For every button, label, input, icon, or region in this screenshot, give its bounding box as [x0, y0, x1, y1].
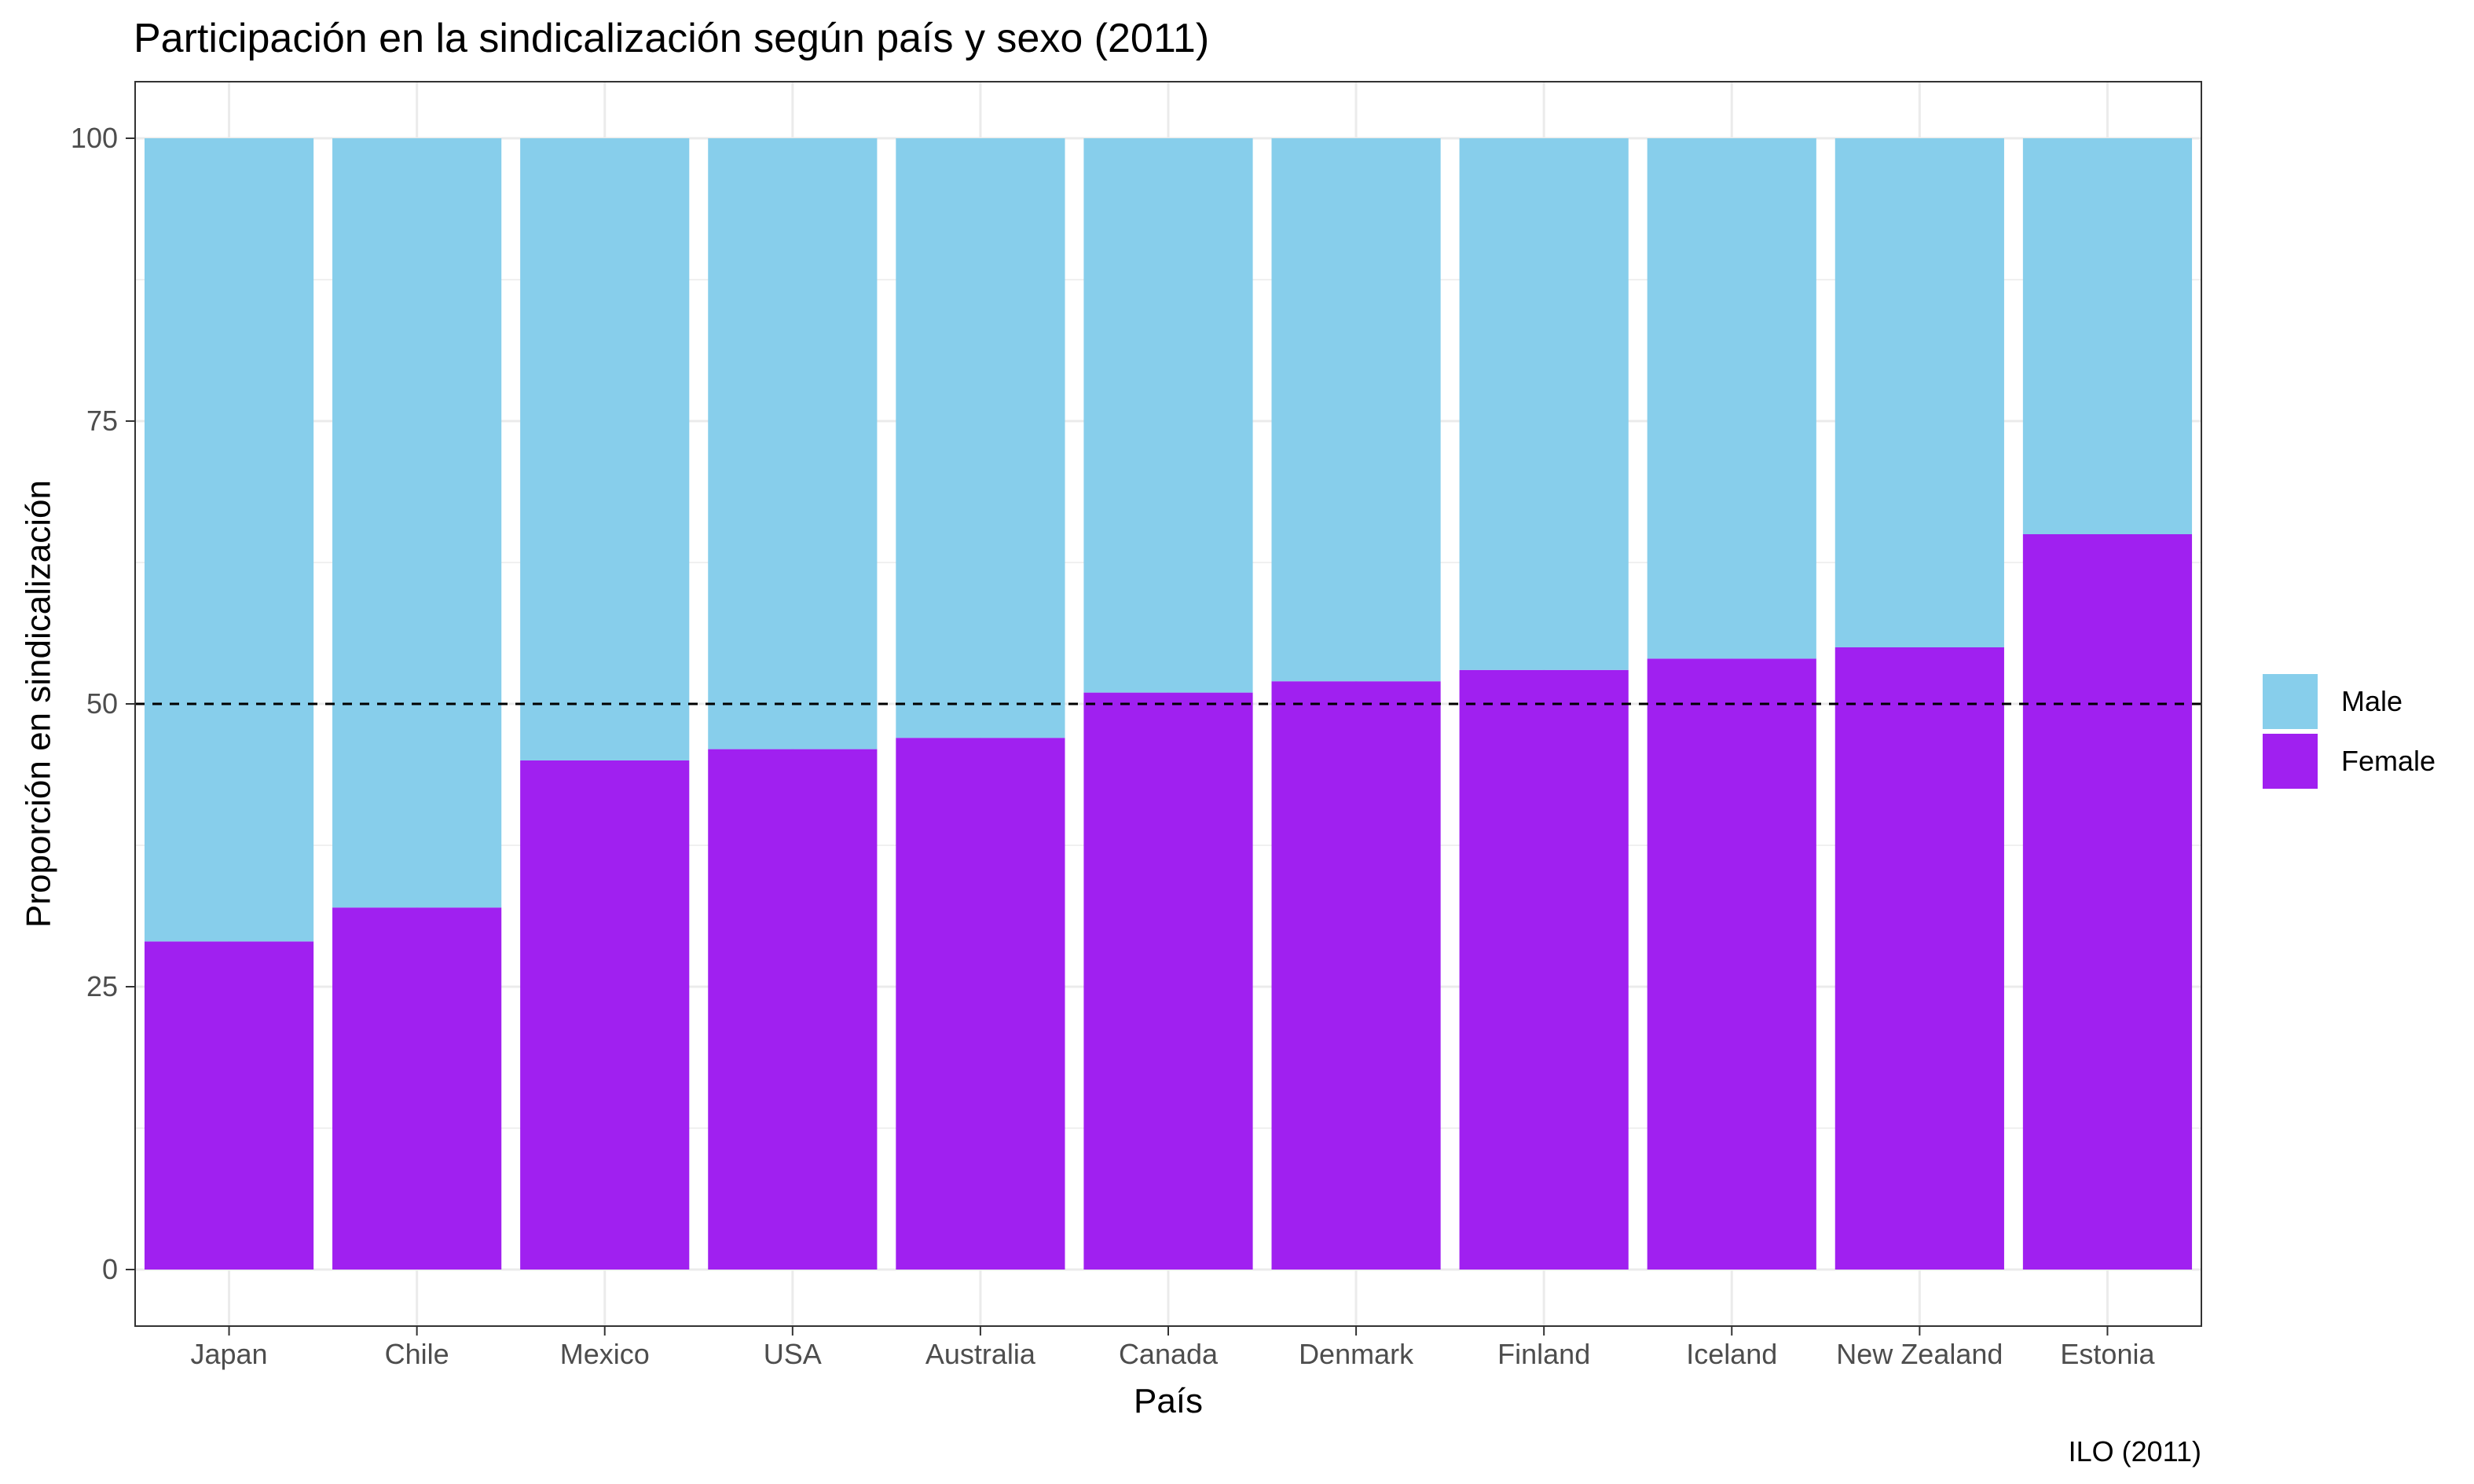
x-tick-label: New Zealand — [1836, 1338, 2003, 1370]
x-tick-label: Estonia — [2060, 1338, 2155, 1370]
bar-male-usa — [708, 138, 878, 749]
bar-female-australia — [896, 738, 1065, 1270]
x-axis: Japan Chile Mexico USA Australia Canada Denmar… — [190, 1326, 2155, 1370]
bar-female-denmark — [1271, 681, 1441, 1270]
x-tick-label: Australia — [925, 1338, 1036, 1370]
y-tick-label: 25 — [86, 970, 118, 1002]
bar-male-new-zealand — [1834, 138, 2004, 647]
y-tick-label: 50 — [86, 687, 118, 720]
bar-male-chile — [332, 138, 502, 908]
bar-female-japan — [144, 941, 314, 1270]
bar-female-usa — [708, 749, 878, 1270]
y-axis-title: Proporción en sindicalización — [20, 480, 58, 928]
x-tick-label: Canada — [1119, 1338, 1219, 1370]
x-tick-label: Japan — [190, 1338, 267, 1370]
y-tick-label: 0 — [102, 1253, 118, 1285]
bar-female-mexico — [520, 760, 690, 1270]
bar-female-iceland — [1647, 658, 1816, 1270]
legend-key-female — [2263, 734, 2318, 789]
y-tick-label: 75 — [86, 405, 118, 437]
bar-male-australia — [896, 138, 1065, 738]
y-tick-label: 100 — [71, 122, 118, 154]
x-tick-label: Iceland — [1686, 1338, 1777, 1370]
bar-female-canada — [1083, 692, 1253, 1270]
bar-male-mexico — [520, 138, 690, 760]
bar-female-new-zealand — [1834, 647, 2004, 1270]
x-axis-title: País — [1134, 1382, 1203, 1420]
bar-male-canada — [1083, 138, 1253, 693]
bar-female-finland — [1459, 669, 1629, 1270]
legend-key-male — [2263, 674, 2318, 729]
x-tick-label: Denmark — [1299, 1338, 1414, 1370]
legend-label-female: Female — [2341, 745, 2436, 777]
bar-female-estonia — [2022, 534, 2193, 1270]
caption: ILO (2011) — [2069, 1435, 2201, 1468]
chart-title: Participación en la sindicalización segú… — [134, 16, 1209, 61]
x-tick-label: USA — [764, 1338, 822, 1370]
bar-male-finland — [1459, 138, 1629, 670]
x-tick-label: Chile — [385, 1338, 449, 1370]
bar-male-iceland — [1647, 138, 1816, 659]
bar-female-chile — [332, 907, 502, 1270]
bars — [144, 138, 2193, 1270]
legend: Male Female — [2263, 674, 2436, 789]
bar-male-denmark — [1271, 138, 1441, 682]
legend-label-male: Male — [2341, 685, 2403, 717]
bar-male-japan — [144, 138, 314, 942]
x-tick-label: Mexico — [560, 1338, 650, 1370]
bar-male-estonia — [2022, 138, 2193, 534]
y-axis: 0 25 50 75 100 — [71, 122, 135, 1285]
x-tick-label: Finland — [1497, 1338, 1590, 1370]
